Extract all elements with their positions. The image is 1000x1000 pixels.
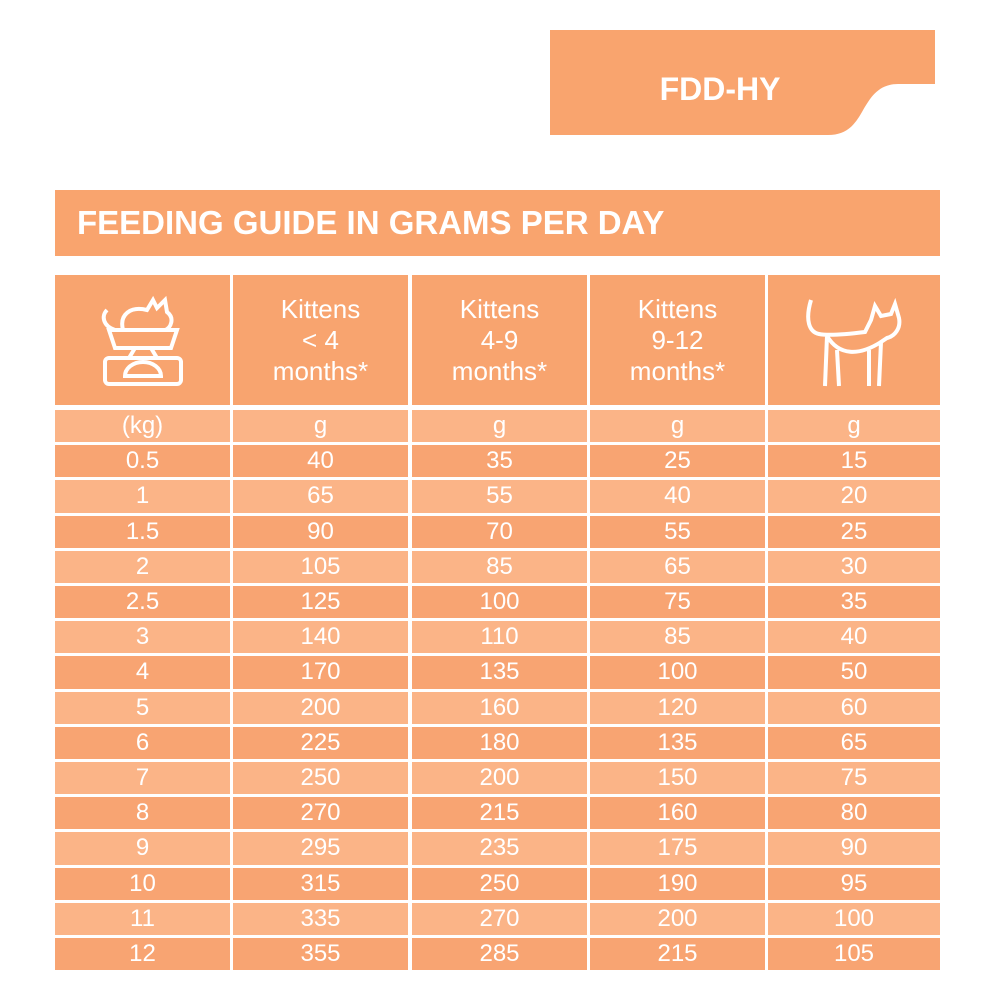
grams-cell: 140 (233, 621, 408, 654)
grams-cell: 35 (412, 445, 587, 478)
grams-cell: 65 (590, 550, 765, 583)
grams-cell: 65 (768, 726, 940, 759)
weight-cell: 5 (55, 691, 230, 724)
grams-cell: 125 (233, 586, 408, 619)
grams-cell: 50 (768, 656, 940, 689)
grams-cell: 90 (233, 515, 408, 548)
grams-cell: 250 (412, 867, 587, 900)
grams-cell: 105 (768, 938, 940, 971)
grams-cell: 160 (412, 691, 587, 724)
grams-cell: 25 (590, 445, 765, 478)
grams-cell: 315 (233, 867, 408, 900)
adult-header (768, 275, 940, 405)
grams-cell: 200 (590, 902, 765, 935)
grams-cell: 40 (233, 445, 408, 478)
grams-cell: 295 (233, 832, 408, 865)
grams-cell: 200 (233, 691, 408, 724)
weight-cell: 12 (55, 938, 230, 971)
weight-header (55, 275, 230, 405)
grams-cell: 85 (590, 621, 765, 654)
grams-cell: 95 (768, 867, 940, 900)
weight-cell: 1.5 (55, 515, 230, 548)
weight-cell: 7 (55, 762, 230, 795)
table-title: FEEDING GUIDE IN GRAMS PER DAY (55, 190, 940, 256)
grams-cell: 40 (590, 480, 765, 513)
weight-cell: 9 (55, 832, 230, 865)
grams-cell: 60 (768, 691, 940, 724)
scale-icon (101, 295, 183, 386)
unit-cell: g (768, 410, 940, 443)
grams-cell: 15 (768, 445, 940, 478)
weight-cell: 1 (55, 480, 230, 513)
grams-cell: 30 (768, 550, 940, 583)
grams-cell: 100 (768, 902, 940, 935)
grams-cell: 100 (412, 586, 587, 619)
grams-cell: 200 (412, 762, 587, 795)
weight-cell: 0.5 (55, 445, 230, 478)
grams-cell: 35 (768, 586, 940, 619)
unit-cell: (kg) (55, 410, 230, 443)
badge-text: FDD-HY (660, 71, 781, 107)
grams-cell: 235 (412, 832, 587, 865)
column-header: Kittens 4-9 months* (412, 275, 587, 405)
grams-cell: 85 (412, 550, 587, 583)
grams-cell: 285 (412, 938, 587, 971)
grams-cell: 270 (233, 797, 408, 830)
grams-cell: 180 (412, 726, 587, 759)
grams-cell: 75 (590, 586, 765, 619)
grams-cell: 355 (233, 938, 408, 971)
weight-cell: 2.5 (55, 586, 230, 619)
column-header: Kittens < 4 months* (233, 275, 408, 405)
grams-cell: 55 (590, 515, 765, 548)
grams-cell: 100 (590, 656, 765, 689)
grams-cell: 215 (412, 797, 587, 830)
unit-cell: g (233, 410, 408, 443)
unit-cell: g (412, 410, 587, 443)
grams-cell: 190 (590, 867, 765, 900)
grams-cell: 65 (233, 480, 408, 513)
grams-cell: 335 (233, 902, 408, 935)
grams-cell: 80 (768, 797, 940, 830)
column-header: Kittens 9-12 months* (590, 275, 765, 405)
grams-cell: 105 (233, 550, 408, 583)
badge: FDD-HY (550, 30, 935, 135)
grams-cell: 225 (233, 726, 408, 759)
grams-cell: 215 (590, 938, 765, 971)
weight-cell: 3 (55, 621, 230, 654)
grams-cell: 160 (590, 797, 765, 830)
grams-cell: 150 (590, 762, 765, 795)
grams-cell: 110 (412, 621, 587, 654)
grams-cell: 250 (233, 762, 408, 795)
grams-cell: 135 (590, 726, 765, 759)
grams-cell: 75 (768, 762, 940, 795)
weight-cell: 10 (55, 867, 230, 900)
grams-cell: 120 (590, 691, 765, 724)
grams-cell: 270 (412, 902, 587, 935)
weight-cell: 11 (55, 902, 230, 935)
grams-cell: 40 (768, 621, 940, 654)
grams-cell: 20 (768, 480, 940, 513)
weight-cell: 6 (55, 726, 230, 759)
weight-cell: 4 (55, 656, 230, 689)
grams-cell: 55 (412, 480, 587, 513)
grams-cell: 70 (412, 515, 587, 548)
grams-cell: 90 (768, 832, 940, 865)
grams-cell: 25 (768, 515, 940, 548)
weight-cell: 2 (55, 550, 230, 583)
badge-shape (550, 30, 935, 135)
weight-cell: 8 (55, 797, 230, 830)
grams-cell: 175 (590, 832, 765, 865)
grams-cell: 170 (233, 656, 408, 689)
unit-cell: g (590, 410, 765, 443)
cat-icon (806, 297, 902, 387)
grams-cell: 135 (412, 656, 587, 689)
